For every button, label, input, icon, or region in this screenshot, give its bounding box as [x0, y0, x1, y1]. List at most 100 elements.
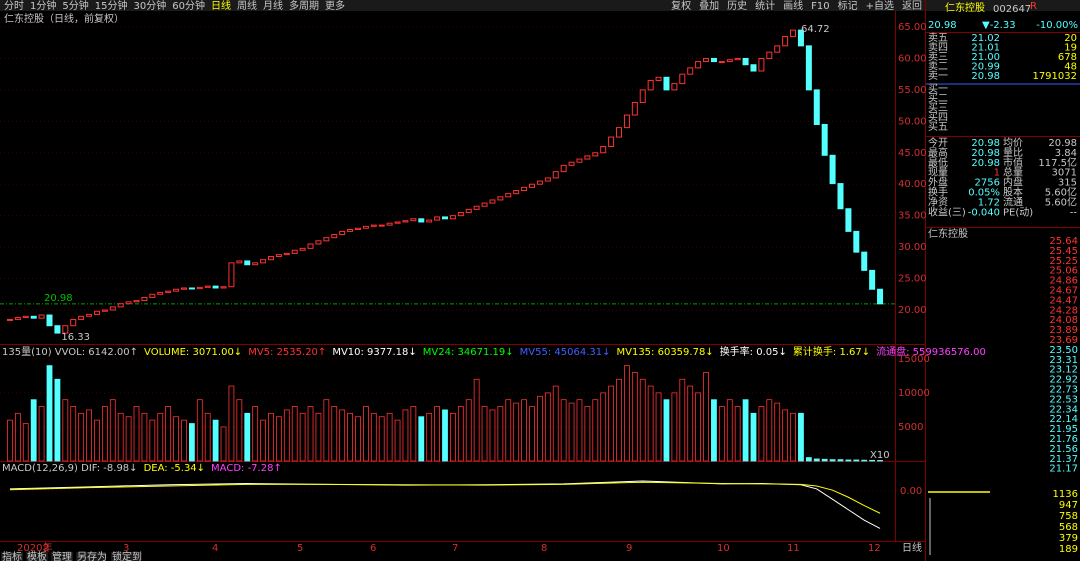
candle — [275, 254, 282, 258]
bottom-tab[interactable]: 模板 — [27, 550, 47, 561]
tab[interactable]: 1分钟 — [30, 0, 56, 12]
x-tick-label: 2020年 — [17, 541, 52, 554]
cell: 20.99 — [971, 62, 1000, 73]
tab[interactable]: 多周期 — [289, 0, 319, 12]
tab[interactable]: 分时 — [4, 0, 24, 12]
cell: 股本 — [1003, 186, 1023, 199]
candle — [125, 301, 132, 305]
mini-volume-tick: 947 — [1059, 500, 1078, 511]
tab[interactable]: 30分钟 — [133, 0, 166, 12]
volume-bar — [291, 406, 298, 462]
volume-bar — [521, 399, 527, 462]
volume-bar — [671, 392, 678, 462]
candle — [220, 286, 227, 289]
indicator-value: 流通盘: 559936576.00 — [876, 345, 986, 358]
toolbar-button[interactable]: +自选 — [866, 0, 894, 12]
volume-bar — [331, 406, 338, 462]
bottom-tab[interactable]: 指标 — [2, 550, 22, 561]
tab[interactable]: 15分钟 — [95, 0, 128, 12]
cell: 买五 — [928, 121, 948, 133]
volume-bar — [537, 395, 543, 462]
mini-price-tick: 21.56 — [1049, 444, 1078, 455]
toolbar-button[interactable]: 画线 — [783, 0, 803, 12]
candle — [790, 29, 797, 37]
tab[interactable]: 5分钟 — [62, 0, 88, 12]
toolbar-button[interactable]: 返回 — [902, 0, 922, 12]
candle — [204, 285, 211, 288]
bottom-tab[interactable]: 另存为 — [77, 550, 107, 561]
toolbar-button[interactable]: 统计 — [755, 0, 775, 12]
low-label: 16.33 — [61, 332, 90, 343]
cell: 1.72 — [978, 197, 1000, 208]
toolbar-button[interactable]: 叠加 — [699, 0, 719, 12]
tab[interactable]: 周线 — [237, 0, 257, 12]
candle — [623, 114, 630, 129]
volume-bar — [181, 419, 187, 462]
cell: 现量 — [928, 167, 948, 179]
mini-price-tick: 25.06 — [1049, 266, 1078, 277]
volume-bar — [157, 412, 164, 462]
candle — [157, 291, 164, 295]
volume-bar — [402, 409, 409, 462]
volume-bar — [165, 406, 172, 462]
cell: 均价 — [1003, 137, 1023, 149]
volume-bar — [837, 459, 844, 462]
stock-flag: R — [1030, 1, 1037, 12]
candle — [228, 262, 235, 288]
toolbar-button[interactable]: 历史 — [727, 0, 747, 12]
chart-title: 仁东控股（日线，前复权） — [4, 12, 124, 25]
y-tick-label: 35.00 — [898, 211, 927, 222]
tab[interactable]: 更多 — [325, 0, 345, 12]
candle — [813, 89, 820, 125]
candle — [260, 259, 267, 264]
tab[interactable]: 月线 — [263, 0, 283, 12]
cell: PE(动) — [1003, 206, 1033, 218]
mini-price-tick: 21.76 — [1049, 434, 1078, 445]
candle — [426, 219, 433, 223]
cell: 20.98 — [971, 138, 1000, 149]
volume-bar — [117, 412, 124, 462]
volume-bar — [244, 412, 251, 462]
change: ▼-2.33 — [982, 20, 1016, 31]
mini-price-tick: 22.92 — [1049, 375, 1078, 386]
volume-bar — [370, 412, 377, 462]
candle — [212, 285, 219, 289]
candle — [38, 314, 45, 319]
volume-bar — [505, 399, 512, 462]
tab[interactable]: 60分钟 — [172, 0, 205, 12]
cell: 最高 — [928, 146, 948, 159]
y-tick-label: 55.00 — [898, 85, 927, 96]
candle — [853, 230, 860, 253]
bottom-tab[interactable]: 锁定到 — [112, 550, 142, 561]
volume-bar — [624, 365, 630, 462]
candle — [449, 215, 456, 220]
mini-volume-tick: 1136 — [1053, 489, 1078, 500]
toolbar-button[interactable]: F10 — [811, 1, 829, 12]
volume-bar — [252, 406, 259, 462]
y-tick-label: 0.00 — [900, 486, 922, 497]
candle — [821, 123, 828, 156]
volume-bar — [687, 385, 694, 462]
x-tick-label: 4 — [212, 543, 218, 554]
tab[interactable]: 日线 — [211, 0, 231, 12]
bottom-tab[interactable]: 管理 — [52, 550, 72, 561]
tab-bg — [51, 552, 73, 561]
candle — [299, 247, 306, 251]
candle — [291, 249, 298, 254]
volume-bar — [481, 406, 488, 462]
volume-bar — [457, 406, 464, 462]
cell: 今开 — [928, 136, 948, 149]
volume-bar — [86, 409, 92, 462]
volume-bar — [742, 399, 749, 462]
indicator-value: 135量(10) VVOL: 6142.00↑ — [2, 346, 138, 358]
toolbar-button[interactable]: 标记 — [838, 0, 858, 12]
candle — [774, 45, 781, 53]
volume-bar — [877, 460, 883, 462]
mini-price-tick: 24.08 — [1049, 315, 1078, 326]
candle — [196, 286, 203, 290]
candle — [117, 303, 124, 308]
mini-price-tick: 23.12 — [1049, 365, 1078, 376]
toolbar-button[interactable]: 复权 — [671, 0, 691, 12]
volume-bar — [726, 399, 733, 462]
